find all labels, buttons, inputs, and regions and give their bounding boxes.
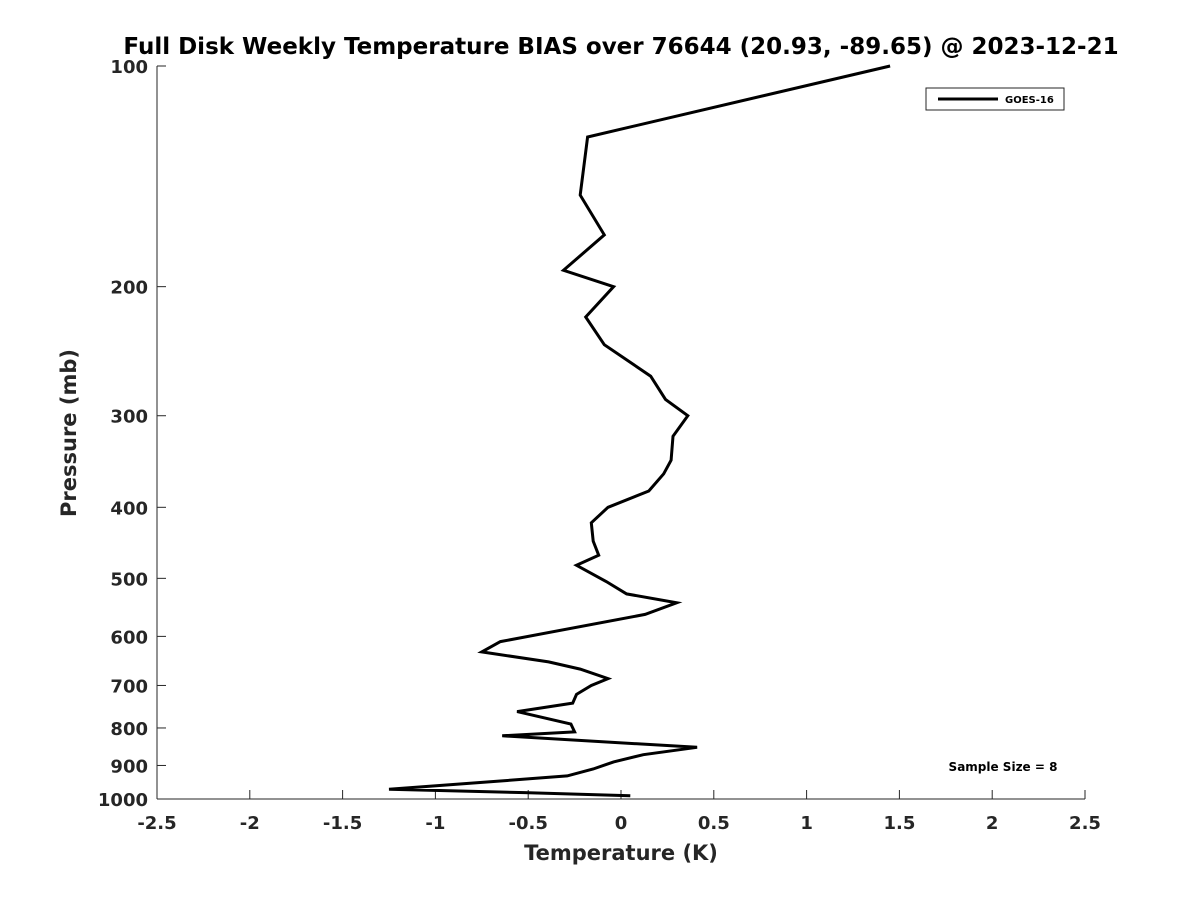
- x-tick-label: -2: [240, 813, 260, 834]
- x-tick-label: -0.5: [509, 813, 548, 834]
- x-axis: -2.5 -2 -1.5 -1 -0.5 0 0.5 1 1.5 2 2.5: [137, 790, 1101, 834]
- y-tick-label: 400: [110, 498, 148, 519]
- y-tick-label: 300: [110, 407, 148, 428]
- x-axis-label: Temperature (K): [524, 841, 718, 865]
- sample-size-annotation: Sample Size = 8: [949, 760, 1058, 774]
- y-tick-label: 900: [110, 756, 148, 777]
- x-tick-label: 0: [615, 813, 628, 834]
- x-tick-label: 2.5: [1069, 813, 1101, 834]
- x-tick-label: -1: [425, 813, 445, 834]
- y-tick-label: 1000: [98, 790, 148, 811]
- legend: GOES-16: [925, 87, 1065, 111]
- y-axis: 100 200 300 400 500 600 700 800 900 1000: [98, 57, 166, 811]
- x-tick-label: 0.5: [698, 813, 730, 834]
- series-line-goes-16: [388, 64, 891, 798]
- x-tick-label: -2.5: [137, 813, 176, 834]
- x-tick-label: 1: [800, 813, 813, 834]
- y-tick-label: 500: [110, 569, 148, 590]
- y-tick-label: 200: [110, 278, 148, 299]
- series-group: [388, 64, 891, 798]
- x-tick-label: 2: [986, 813, 999, 834]
- chart-title: Full Disk Weekly Temperature BIAS over 7…: [123, 34, 1118, 60]
- x-tick-label: -1.5: [323, 813, 362, 834]
- y-tick-label: 100: [110, 57, 148, 78]
- y-tick-label: 800: [110, 719, 148, 740]
- y-tick-label: 600: [110, 627, 148, 648]
- y-tick-label: 700: [110, 676, 148, 697]
- legend-label: GOES-16: [1005, 95, 1054, 106]
- y-axis-label: Pressure (mb): [57, 349, 81, 517]
- axes-frame: [156, 66, 1085, 800]
- x-tick-label: 1.5: [883, 813, 915, 834]
